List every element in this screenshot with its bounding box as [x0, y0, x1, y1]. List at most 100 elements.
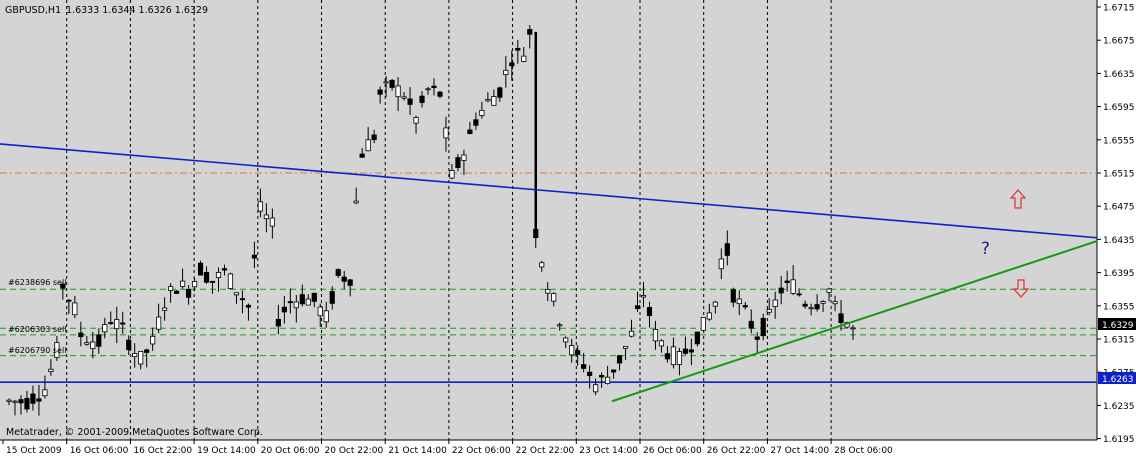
candle-body	[622, 345, 629, 349]
candle-body	[455, 157, 461, 168]
price-tick-label: 1.6675	[1103, 37, 1135, 47]
candle-body	[42, 389, 48, 397]
candle-body	[527, 29, 533, 35]
candle-body	[401, 96, 407, 99]
candle-body	[551, 293, 557, 302]
candle-body	[694, 331, 700, 345]
candle-body	[96, 334, 102, 347]
candle-body	[317, 306, 323, 317]
plot-area	[0, 0, 1097, 440]
candle-body	[634, 305, 641, 310]
candle-body	[808, 307, 814, 310]
time-tick-label: 22 Oct 06:00	[452, 446, 511, 456]
candle-body	[832, 301, 838, 305]
candle-body	[778, 287, 784, 294]
candle-body	[604, 376, 611, 384]
candle-body	[30, 393, 36, 404]
candle-body	[569, 345, 575, 356]
candle-body	[616, 355, 623, 364]
candle-body	[796, 293, 802, 296]
candle-body	[144, 349, 150, 353]
candle-body	[509, 62, 515, 67]
time-tick-label: 22 Oct 22:00	[516, 446, 575, 456]
candle-body	[18, 399, 24, 404]
candle-body	[407, 98, 413, 105]
order-label-1: #6238696 sell	[8, 278, 66, 287]
candle-body	[826, 288, 832, 293]
candle-body	[431, 85, 437, 89]
candle-body	[329, 291, 335, 304]
candle-body	[575, 350, 581, 355]
up-arrow-icon	[1009, 189, 1027, 209]
candle-body	[257, 201, 263, 212]
candle-body	[754, 336, 760, 340]
candle-body	[437, 91, 443, 97]
candle-body	[425, 88, 431, 91]
candle-body	[724, 243, 730, 256]
candle-body	[221, 268, 228, 271]
candle-body	[700, 317, 706, 331]
candle-body	[311, 292, 317, 302]
current-price-label: 1.6329	[1102, 321, 1134, 331]
candle-body	[359, 153, 365, 158]
candle-body	[413, 117, 419, 124]
candle-body	[766, 309, 772, 313]
candle-body	[102, 324, 108, 333]
candle-body	[461, 154, 467, 161]
candle-body	[365, 139, 371, 152]
candle-body	[6, 399, 12, 402]
candle-body	[389, 79, 395, 88]
ohlc-label: 1.6333 1.6344 1.6326 1.6329	[66, 5, 208, 16]
down-arrow-icon	[1012, 279, 1030, 298]
current-price-badge	[1098, 318, 1136, 330]
candle-body	[760, 317, 766, 337]
price-tick-label: 1.6395	[1103, 269, 1135, 279]
time-tick-label: 20 Oct 06:00	[261, 446, 320, 456]
candle-body	[36, 398, 42, 402]
candle-body	[353, 200, 359, 204]
candle-body	[850, 327, 856, 330]
candle-body	[197, 262, 204, 276]
candle-body	[802, 303, 808, 307]
candle-body	[712, 301, 718, 307]
candle-body	[245, 304, 252, 308]
candle-body	[395, 85, 401, 98]
candle-body	[443, 127, 449, 139]
candle-body	[179, 280, 186, 287]
candle-body	[54, 342, 60, 358]
candle-body	[587, 371, 593, 376]
candle-body	[299, 294, 305, 305]
candle-body	[748, 320, 754, 329]
candle-body	[419, 95, 425, 103]
candle-body	[185, 288, 192, 298]
time-tick-label: 16 Oct 06:00	[70, 446, 129, 456]
time-tick-label: 26 Oct 22:00	[707, 446, 766, 456]
candle-body	[479, 109, 485, 116]
copyright-label: Metatrader, © 2001-2009 MetaQuotes Softw…	[6, 427, 263, 438]
time-tick-label: 19 Oct 14:00	[197, 446, 256, 456]
candle-body	[72, 302, 78, 316]
candle-body	[640, 295, 647, 298]
candle-body	[126, 339, 132, 351]
candle-body	[467, 129, 473, 134]
candle-body	[581, 364, 587, 369]
candle-body	[658, 340, 665, 347]
candle-body	[269, 217, 275, 227]
candle-body	[784, 280, 790, 284]
candle-body	[676, 351, 683, 365]
candle-body	[377, 89, 383, 95]
price-tick-label: 1.6195	[1103, 435, 1135, 445]
candle-body	[706, 312, 712, 320]
symbol-label: GBPUSD,H1	[5, 5, 61, 16]
candle-body	[263, 214, 269, 220]
support-price-label: 1.6263	[1102, 375, 1134, 385]
question-mark: ?	[981, 239, 990, 259]
support-price-badge	[1098, 372, 1136, 384]
time-tick-label: 28 Oct 06:00	[834, 446, 893, 456]
candle-body	[545, 289, 551, 294]
candle-body	[593, 384, 599, 393]
price-tick-label: 1.6715	[1103, 4, 1135, 14]
time-tick-label: 27 Oct 14:00	[770, 446, 829, 456]
upper-trendline	[0, 143, 1098, 239]
